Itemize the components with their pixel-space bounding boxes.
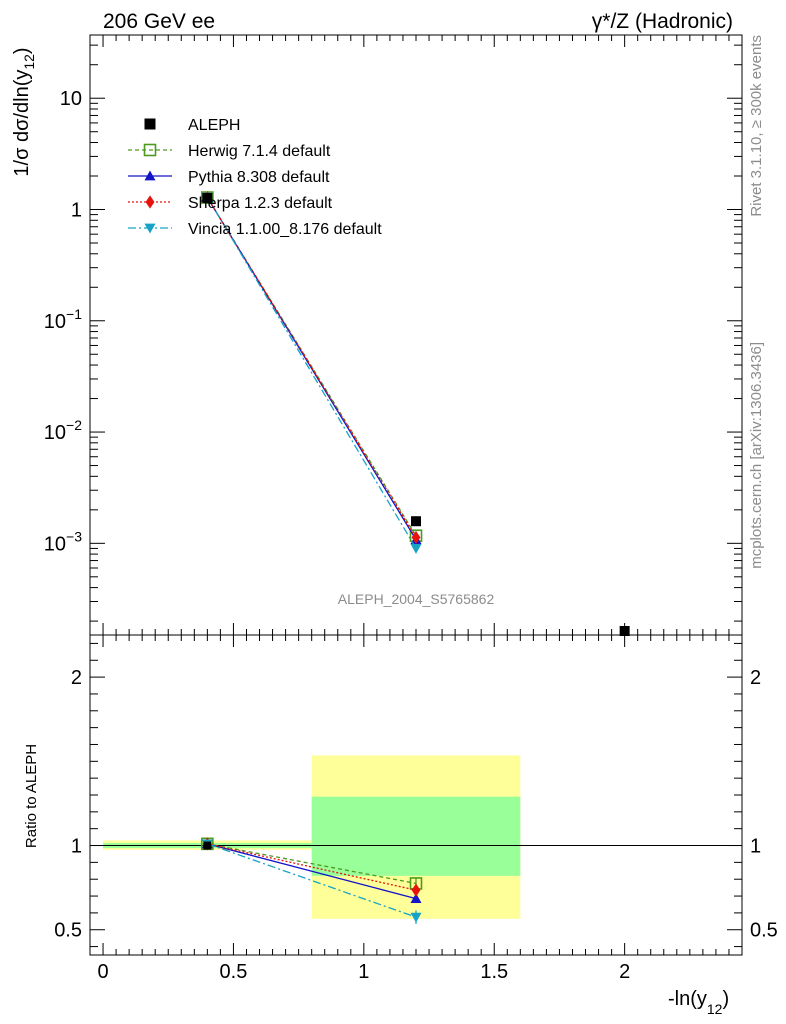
ratio-ylabel: Ratio to ALEPH — [23, 744, 40, 848]
vincia-ratio-point — [410, 912, 422, 923]
side-label-top: Rivet 3.1.10, ≥ 300k events — [748, 35, 765, 217]
ratio-y-tick-label-left: 1 — [71, 836, 82, 858]
legend-aleph-label: ALEPH — [188, 117, 240, 134]
legend-pythia-marker — [144, 170, 156, 181]
legend-sherpa-marker — [145, 195, 155, 209]
legend-herwig-label: Herwig 7.1.4 default — [188, 143, 331, 160]
x-tick-label: 1.5 — [480, 961, 508, 983]
sherpa-ratio-point — [411, 883, 421, 897]
legend-aleph-marker — [144, 118, 156, 130]
series-layer — [201, 190, 630, 924]
x-tick-label: 0.5 — [220, 961, 248, 983]
analysis-label: ALEPH_2004_S5765862 — [338, 591, 495, 607]
vincia-main-point — [410, 544, 422, 554]
main-y-tick-label: 10−1 — [44, 306, 82, 333]
legend-vincia-marker — [144, 223, 156, 234]
svg-text:-ln(y12): -ln(y12) — [668, 988, 729, 1017]
axes: 0 0.5 1 1.5 2 10 1 10−1 10−2 10−3 0.5 0.5 1 1 2 2 — [44, 34, 778, 983]
sherpa-main-point — [411, 530, 421, 545]
ratio-band-inner-1 — [311, 796, 521, 876]
x-tick-label: 1 — [358, 961, 369, 983]
pythia-ratio-line — [207, 843, 417, 900]
header-right: γ*/Z (Hadronic) — [592, 10, 733, 33]
vincia-main-line — [206, 196, 417, 549]
x-tick-label: 2 — [619, 961, 630, 983]
legend-pythia-label: Pythia 8.308 default — [188, 169, 330, 186]
ratio-y-tick-label-right: 0.5 — [750, 920, 778, 942]
aleph-ratio-point — [203, 841, 212, 850]
ratio-y-tick-label-right: 2 — [750, 667, 761, 689]
main-y-tick-label: 10−3 — [44, 528, 82, 555]
main-y-tick-label: 10 — [60, 88, 82, 110]
aleph-data-point — [619, 626, 630, 636]
header-left: 206 GeV ee — [103, 10, 215, 33]
main-y-tick-label: 1 — [71, 199, 82, 221]
svg-text:1/σ dσ/dln(y12): 1/σ dσ/dln(y12) — [11, 47, 37, 176]
main-y-tick-label: 10−2 — [44, 417, 82, 444]
x-tick-label: 0 — [97, 961, 108, 983]
ratio-y-tick-label-left: 2 — [71, 667, 82, 689]
vincia-ratio-line — [207, 843, 417, 918]
legend: ALEPH Herwig 7.1.4 default Pythia 8.308 de… — [128, 117, 382, 238]
aleph-data-point — [202, 192, 213, 203]
ratio-y-tick-label-right: 1 — [750, 836, 761, 858]
legend-vincia-label: Vincia 1.1.00_8.176 default — [188, 221, 382, 238]
herwig-ratio-line — [207, 843, 417, 885]
pythia-ratio-point — [410, 893, 422, 903]
uncertainty-bands — [103, 755, 521, 919]
legend-sherpa-label: Sherpa 1.2.3 default — [188, 195, 333, 212]
ratio-y-tick-label-left: 0.5 — [54, 920, 82, 942]
aleph-data-point — [411, 516, 421, 527]
side-label-bottom: mcplots.cern.ch [arXiv:1306.3436] — [748, 342, 765, 569]
sherpa-main-line — [206, 197, 417, 538]
x-axis-label: -ln(y12) — [668, 988, 729, 1017]
legend-herwig-marker — [143, 143, 157, 157]
main-ylabel: 1/σ dσ/dln(y12) — [11, 47, 37, 176]
